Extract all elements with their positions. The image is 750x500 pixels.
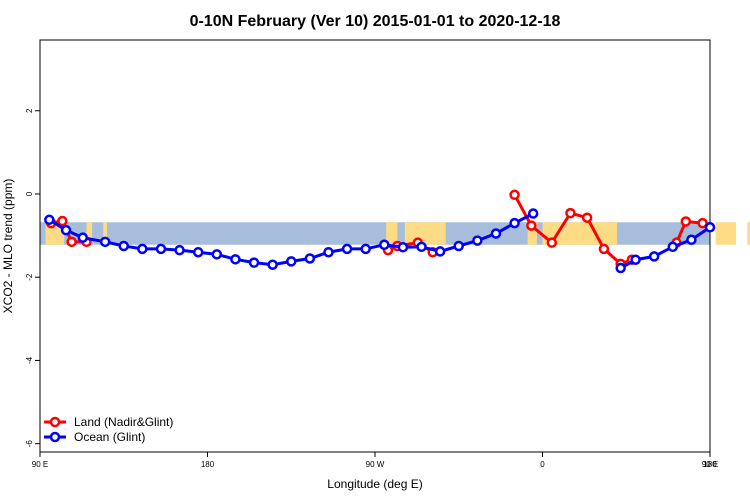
data-point: [155, 243, 167, 255]
chart-title: 0-10N February (Ver 10) 2015-01-01 to 20…: [190, 13, 561, 30]
data-point: [680, 216, 692, 227]
data-point: [341, 243, 353, 255]
data-point: [286, 256, 297, 267]
legend-marker: [49, 431, 61, 443]
data-point: [118, 240, 129, 252]
series-layer: [44, 189, 716, 274]
data-point: [598, 243, 610, 255]
y-tick-label: -2: [25, 273, 34, 281]
data-point: [397, 241, 409, 253]
x-tick-label: 180: [703, 460, 717, 469]
data-point: [527, 208, 539, 219]
data-point: [546, 237, 558, 248]
map-band: [40, 222, 750, 245]
x-tick-label: 90 E: [702, 460, 718, 469]
data-point: [453, 240, 464, 252]
y-axis-label: XCO2 - MLO trend (ppm): [1, 179, 15, 314]
legend: Land (Nadir&Glint)Ocean (Glint): [44, 415, 173, 444]
land-region: [747, 222, 750, 245]
data-point: [565, 207, 576, 219]
land-region: [404, 222, 446, 245]
data-point: [630, 254, 641, 265]
x-tick-label: 180: [201, 460, 215, 469]
y-tick-label: -6: [25, 440, 34, 448]
data-point: [704, 222, 716, 233]
land-region: [527, 222, 537, 245]
data-point: [509, 189, 520, 201]
y-tick-label: -4: [25, 356, 34, 364]
data-point: [99, 236, 111, 248]
data-point: [360, 243, 371, 255]
data-point: [648, 251, 660, 262]
data-point: [490, 228, 502, 239]
land-region: [86, 222, 93, 245]
data-point: [44, 214, 55, 226]
data-point: [137, 243, 148, 255]
data-point: [211, 249, 223, 260]
data-point: [66, 236, 77, 248]
data-point: [667, 241, 679, 253]
data-point: [230, 254, 241, 265]
data-point: [581, 212, 593, 223]
y-tick-label: 2: [25, 108, 34, 113]
land-region: [103, 222, 107, 245]
data-point: [60, 224, 72, 236]
data-point: [192, 246, 204, 258]
legend-label: Land (Nadir&Glint): [74, 415, 173, 429]
data-point: [267, 259, 278, 270]
data-point: [323, 246, 334, 258]
y-axis: -6 -4 -2 0 2: [25, 108, 40, 447]
data-point: [304, 253, 316, 264]
data-point: [77, 232, 89, 243]
y-tick-label: 0: [25, 191, 34, 196]
data-point: [686, 234, 697, 246]
data-point: [174, 244, 185, 256]
land-region: [386, 222, 398, 245]
x-tick-label: 90 W: [366, 460, 385, 469]
data-point: [509, 217, 520, 229]
x-tick-label: 90 E: [32, 460, 48, 469]
data-point: [697, 217, 708, 229]
data-point: [248, 257, 260, 268]
data-point: [379, 239, 390, 251]
data-point: [416, 241, 427, 253]
data-point: [526, 220, 537, 231]
legend-marker: [49, 416, 61, 428]
series-ocean: [44, 208, 716, 274]
x-tick-label: 0: [540, 460, 545, 469]
legend-label: Ocean (Glint): [74, 430, 145, 444]
data-point: [615, 262, 626, 274]
land-region: [45, 222, 59, 245]
land-region: [58, 222, 65, 245]
x-axis-label: Longitude (deg E): [327, 477, 422, 491]
data-point: [434, 246, 446, 257]
data-point: [472, 235, 483, 246]
data-point: [57, 215, 68, 227]
land-region: [715, 222, 737, 245]
